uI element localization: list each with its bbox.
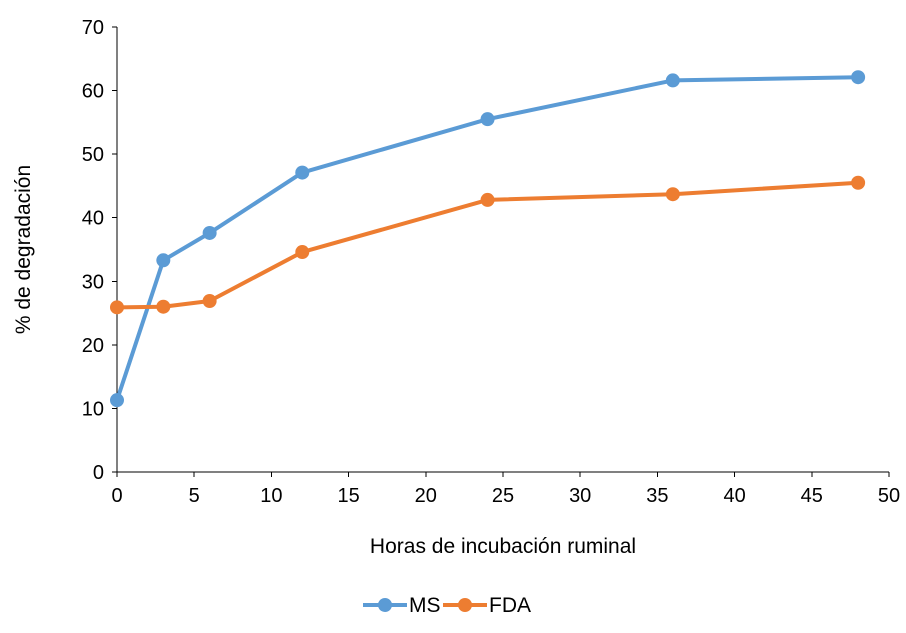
data-point-ms (665, 73, 680, 88)
data-point-fda (295, 245, 310, 260)
x-tick-label: 25 (492, 485, 514, 507)
x-tick-label: 5 (189, 485, 200, 507)
y-tick-label: 20 (82, 335, 104, 357)
data-point-ms (851, 70, 866, 85)
data-point-ms (202, 225, 217, 240)
x-tick-label: 20 (415, 485, 437, 507)
data-point-ms (295, 165, 310, 180)
legend-swatch-marker (378, 598, 392, 612)
y-tick-label: 30 (82, 271, 104, 293)
legend-label: FDA (489, 594, 531, 617)
data-point-fda (665, 187, 680, 202)
x-tick-label: 0 (111, 485, 122, 507)
y-tick-label: 0 (93, 462, 104, 484)
y-tick-label: 70 (82, 17, 104, 39)
legend: MS FDA (363, 594, 531, 617)
x-tick-label: 10 (260, 485, 282, 507)
series-fda (110, 175, 866, 315)
series-layer (110, 70, 866, 408)
x-axis-ticks: 0 5 10 15 20 25 30 35 40 45 50 (111, 472, 900, 507)
data-point-ms (480, 112, 495, 127)
x-tick-label: 30 (569, 485, 591, 507)
data-point-fda (851, 175, 866, 190)
x-tick-label: 50 (878, 485, 900, 507)
series-ms (110, 70, 866, 408)
data-point-fda (156, 299, 171, 314)
x-tick-label: 40 (723, 485, 745, 507)
data-point-ms (110, 393, 124, 408)
y-tick-label: 50 (82, 144, 104, 166)
y-tick-label: 10 (82, 398, 104, 420)
legend-item-ms: MS (363, 594, 441, 617)
data-point-fda (480, 192, 495, 207)
x-tick-label: 45 (801, 485, 823, 507)
y-tick-label: 40 (82, 208, 104, 230)
y-axis-ticks: 0 10 20 30 40 50 60 70 (82, 17, 117, 484)
x-axis-title: Horas de incubación ruminal (370, 535, 636, 558)
legend-label: MS (409, 594, 441, 617)
y-tick-label: 60 (82, 81, 104, 103)
x-tick-label: 35 (646, 485, 668, 507)
x-tick-label: 15 (337, 485, 359, 507)
y-axis-title: % de degradación (12, 165, 35, 334)
data-point-ms (156, 253, 171, 268)
legend-item-fda: FDA (443, 594, 531, 617)
data-point-fda (202, 293, 217, 308)
data-point-fda (110, 300, 124, 315)
axes (116, 27, 889, 473)
legend-swatch-marker (458, 598, 472, 612)
